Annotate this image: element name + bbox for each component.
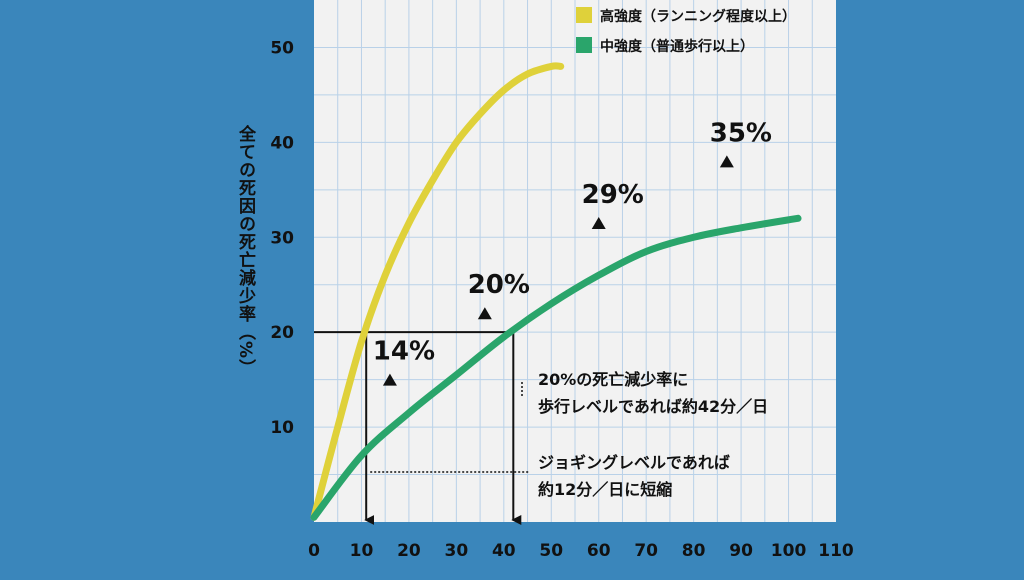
x-tick-label: 90 — [729, 541, 753, 561]
x-tick-label: 60 — [587, 541, 611, 561]
point-marker-1 — [477, 307, 492, 320]
y-tick-label: 40 — [270, 133, 294, 153]
x-tick-label: 20 — [397, 541, 421, 561]
grid — [314, 0, 836, 522]
annotation-jogging: ジョギングレベルであれば 約12分／日に短縮 — [538, 453, 730, 499]
series-lines — [310, 62, 802, 521]
tick-labels: 0 10 20 30 40 50 60 70 80 90 100 110 10 20 30 40 50 — [270, 38, 854, 561]
y-axis-title: 全ての死因の死亡減少率（%） — [235, 124, 257, 377]
x-tick-label: 80 — [682, 541, 706, 561]
point-labels: 14% 20% 29% 35% — [373, 118, 772, 386]
legend-label-moderate: 中強度（普通歩行以上） — [600, 38, 754, 55]
legend-swatch-moderate — [576, 37, 592, 53]
y-tick-label: 50 — [270, 38, 294, 58]
point-marker-3 — [719, 155, 734, 168]
annotation-walking-line-1: 20%の死亡減少率に — [538, 370, 688, 389]
point-label-3: 35% — [710, 118, 772, 148]
point-marker-2 — [591, 217, 606, 230]
point-marker-0 — [382, 373, 397, 386]
legend: 高強度（ランニング程度以上） 中強度（普通歩行以上） — [576, 7, 796, 55]
annotation-jogging-line-1: ジョギングレベルであれば — [538, 453, 730, 472]
x-tick-label: 100 — [771, 541, 807, 561]
annotation-walking-line-2: 歩行レベルであれば約42分／日 — [538, 397, 768, 416]
point-label-1: 20% — [468, 270, 530, 300]
series-line-moderate-intensity — [310, 214, 802, 521]
x-tick-label: 110 — [818, 541, 854, 561]
legend-swatch-high — [576, 7, 592, 23]
x-tick-label: 30 — [445, 541, 469, 561]
x-tick-label: 0 — [308, 541, 320, 561]
point-label-0: 14% — [373, 337, 435, 367]
annotation-walking: 20%の死亡減少率に 歩行レベルであれば約42分／日 — [538, 370, 768, 416]
series-line-high-intensity — [310, 62, 565, 521]
y-tick-label: 30 — [270, 228, 294, 248]
x-tick-label: 10 — [350, 541, 374, 561]
y-tick-label: 10 — [270, 418, 294, 438]
reference-lines — [314, 331, 530, 525]
point-label-2: 29% — [582, 180, 644, 210]
x-tick-label: 40 — [492, 541, 516, 561]
legend-label-high: 高強度（ランニング程度以上） — [600, 8, 796, 25]
annotation-jogging-line-2: 約12分／日に短縮 — [538, 480, 672, 499]
x-tick-label: 70 — [634, 541, 658, 561]
y-tick-label: 20 — [270, 323, 294, 343]
x-tick-label: 50 — [539, 541, 563, 561]
